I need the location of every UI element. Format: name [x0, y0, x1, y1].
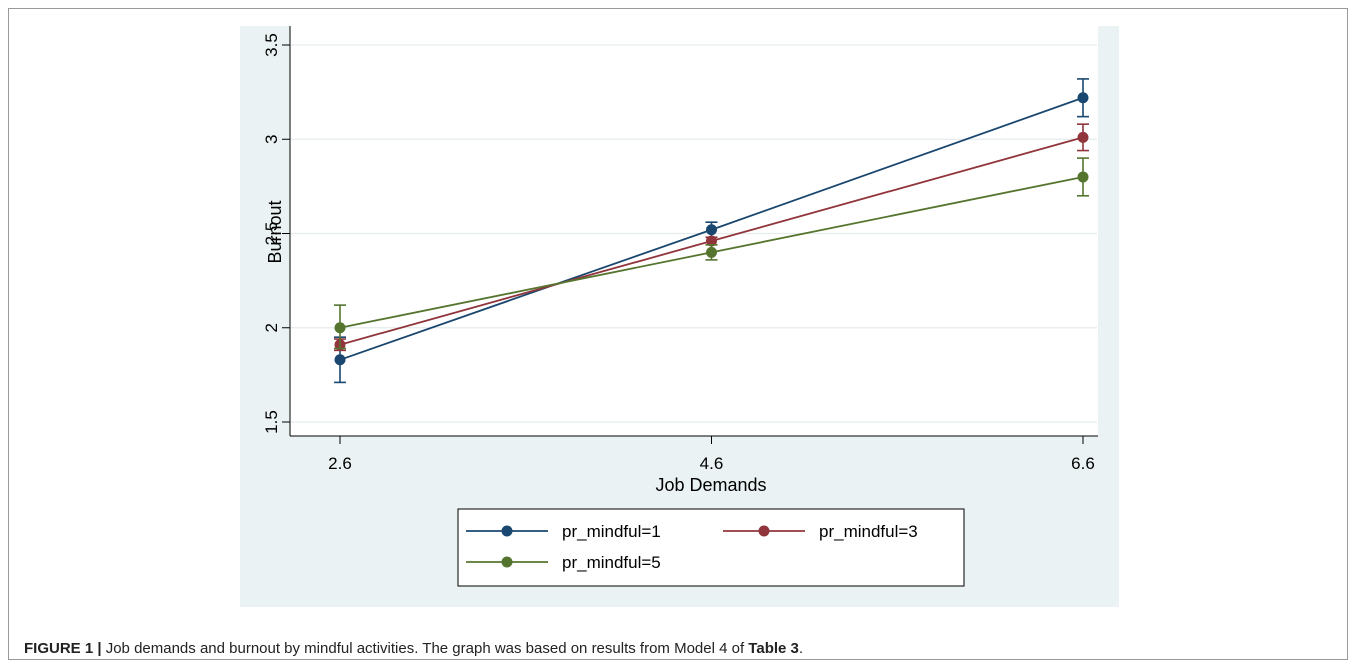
- legend-box: [457, 508, 965, 587]
- figure-frame: [8, 8, 1348, 660]
- y-axis-title: Burnout: [265, 200, 285, 263]
- figure-caption: FIGURE 1 | Job demands and burnout by mi…: [24, 640, 803, 657]
- x-tick-label: 2.6: [328, 454, 352, 473]
- data-point: [706, 246, 717, 258]
- data-point: [706, 235, 717, 247]
- y-tick-label: 3: [262, 135, 281, 144]
- data-point: [334, 354, 346, 366]
- x-axis-title: Job Demands: [655, 475, 766, 495]
- legend-label: pr_mindful=3: [819, 522, 918, 541]
- data-point: [1077, 131, 1089, 143]
- data-point: [1077, 171, 1089, 183]
- caption-end: .: [798, 640, 804, 657]
- legend-swatch-marker: [501, 556, 513, 568]
- y-tick-label: 1.5: [262, 410, 281, 434]
- x-tick-label: 4.6: [700, 454, 724, 473]
- legend-swatch-marker: [501, 525, 513, 537]
- caption-label: FIGURE 1 |: [24, 640, 102, 657]
- legend-swatch-marker: [758, 525, 770, 537]
- data-point: [334, 322, 346, 334]
- legend-label: pr_mindful=5: [562, 553, 661, 572]
- y-tick-label: 2: [262, 323, 281, 332]
- legend-label: pr_mindful=1: [562, 522, 661, 541]
- plot-area: [290, 26, 1098, 436]
- caption-text: Job demands and burnout by mindful activ…: [101, 640, 749, 657]
- y-tick-label: 3.5: [262, 33, 281, 57]
- data-point: [706, 224, 717, 236]
- y-tick-label: 2.5: [262, 222, 281, 246]
- caption-table-ref: Table 3: [748, 640, 799, 657]
- data-point: [1077, 92, 1089, 104]
- chart-svg: 1.5 2 2.5 3 3.5 2.6 4.6 6.6 Job Demands Burnout p…: [262, 26, 1098, 587]
- x-tick-label: 6.6: [1071, 454, 1095, 473]
